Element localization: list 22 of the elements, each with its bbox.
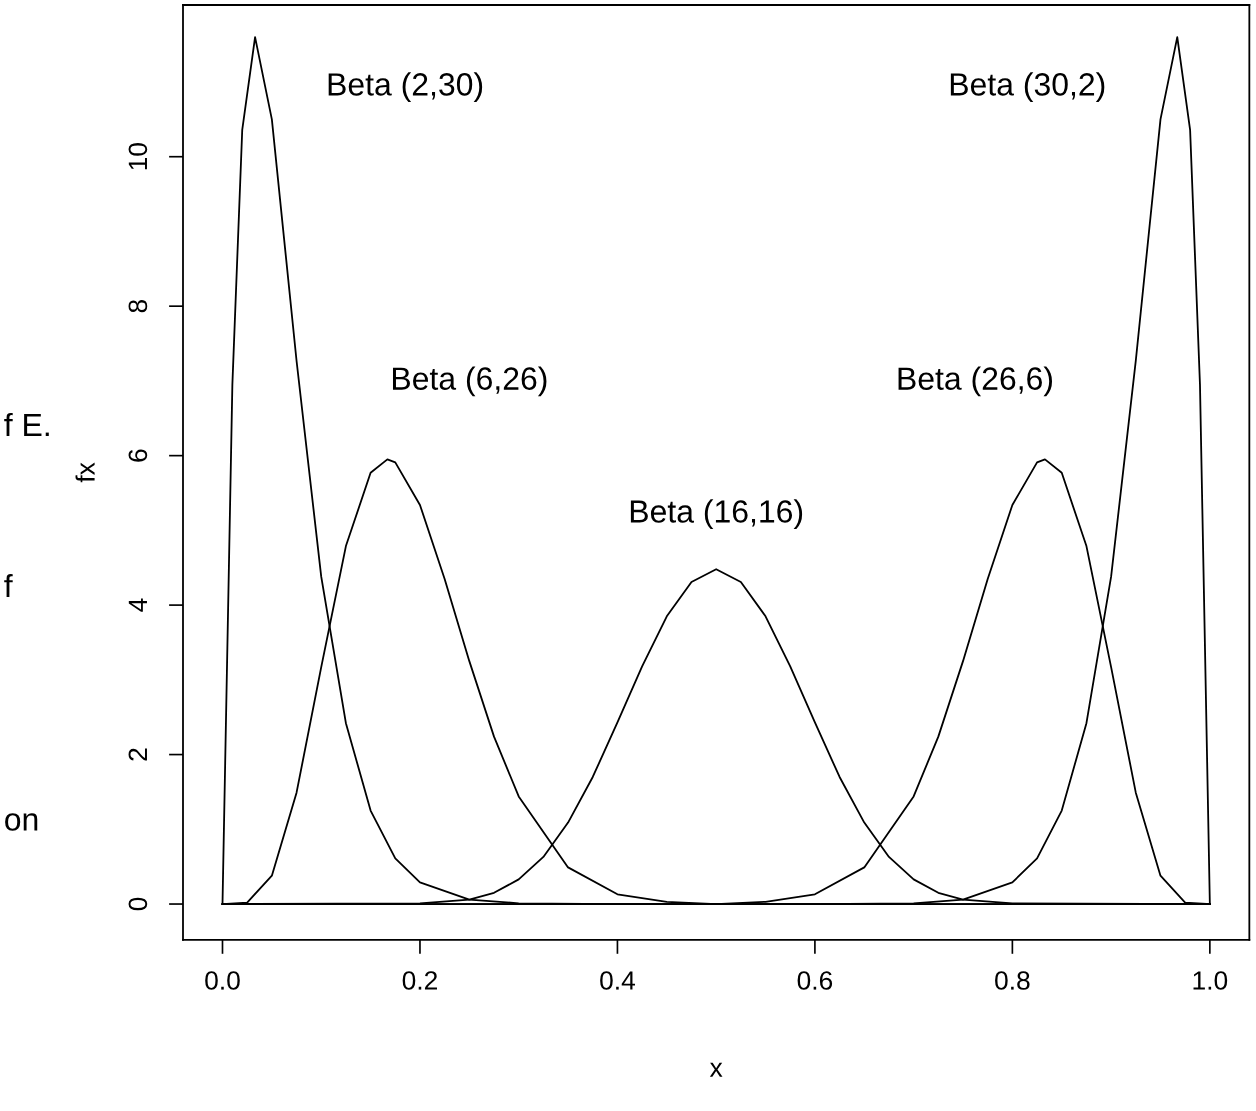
x-tick-label: 0.4 <box>600 971 636 990</box>
y-tick-label: 0 <box>128 897 148 911</box>
x-tick-label: 0.2 <box>402 971 437 990</box>
series-label: Beta (16,16) <box>630 499 803 530</box>
y-tick-label: 10 <box>128 143 148 170</box>
text: f <box>4 573 13 598</box>
y-tick-label: 8 <box>128 299 148 313</box>
y-tick-label: 4 <box>128 598 147 612</box>
y-axis-title: fx <box>75 462 95 483</box>
x-tick-label: 1.0 <box>1193 971 1228 990</box>
x-axis-title: x <box>709 1062 723 1077</box>
series-label: Beta (2,30) <box>328 72 483 103</box>
x-tick-label: 0.0 <box>205 971 240 990</box>
text: f E. <box>4 412 49 436</box>
y-tick-label: 2 <box>128 748 147 761</box>
y-tick-label: 6 <box>128 449 148 462</box>
series-label: Beta (30,2) <box>950 72 1105 103</box>
series-label: Beta (6,26) <box>392 366 547 397</box>
text: on <box>5 813 38 831</box>
x-tick-label: 0.8 <box>995 971 1030 990</box>
series-label: Beta (26,6) <box>898 366 1052 397</box>
x-tick-label: 0.6 <box>797 971 833 990</box>
